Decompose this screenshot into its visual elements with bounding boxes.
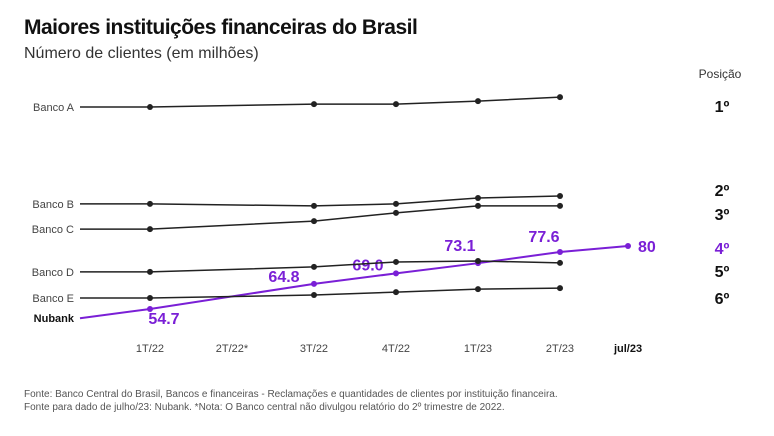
data-label: 73.1 [444, 238, 475, 255]
data-point [475, 202, 481, 209]
position-label: 4º [715, 241, 730, 258]
data-label: 54.7 [148, 311, 179, 328]
data-point [311, 101, 317, 108]
x-tick-label: 3T/22 [300, 343, 328, 355]
chart-subtitle: Número de clientes (em milhões) [24, 45, 259, 62]
data-point [557, 285, 563, 292]
position-label: 2º [715, 183, 730, 200]
x-tick-label: 2T/22* [216, 343, 249, 355]
data-point [393, 209, 399, 216]
series-line-banco-c [80, 205, 560, 230]
data-point [557, 248, 563, 255]
data-point [147, 268, 153, 275]
series-line-banco-e [80, 287, 561, 299]
data-point [311, 218, 317, 225]
chart-title: Maiores instituições financeiras do Bras… [24, 16, 418, 39]
data-point [557, 202, 563, 209]
data-point [557, 192, 563, 199]
footnote-note: Fonte para dado de julho/23: Nubank. *No… [24, 402, 505, 413]
data-label: 80 [638, 239, 656, 256]
data-point [311, 280, 317, 287]
position-label: 3º [715, 207, 730, 224]
data-point [147, 104, 153, 111]
data-point [475, 98, 481, 105]
data-point [311, 263, 317, 270]
position-label: 5º [715, 264, 730, 281]
data-point [311, 292, 317, 299]
series-label: Banco B [32, 199, 74, 211]
data-point [393, 200, 399, 207]
data-point [475, 257, 481, 264]
data-point [475, 194, 481, 201]
data-label: 69.0 [352, 257, 383, 274]
data-point [393, 101, 399, 108]
data-point [393, 289, 399, 296]
series-line-banco-a [80, 96, 561, 108]
series-label: Banco E [32, 293, 74, 305]
data-point [557, 259, 563, 266]
data-point [393, 258, 399, 265]
data-label: 64.8 [268, 269, 299, 286]
x-tick-label: 1T/22 [136, 343, 164, 355]
data-point [557, 94, 563, 101]
x-tick-label: 4T/22 [382, 343, 410, 355]
position-label: 1º [715, 99, 730, 116]
series-label: Banco A [33, 102, 75, 114]
data-point [147, 226, 153, 233]
series-label: Banco C [32, 224, 74, 236]
data-point [147, 306, 153, 312]
x-tick-label: 1T/23 [464, 343, 492, 355]
data-point [147, 200, 153, 207]
series-line-banco-d [80, 260, 561, 273]
position-header: Posição [699, 67, 742, 81]
position-label: 6º [715, 291, 730, 308]
footnote-source: Fonte: Banco Central do Brasil, Bancos e… [24, 389, 558, 400]
x-tick-label: jul/23 [613, 343, 642, 355]
series-line-banco-b [80, 195, 561, 207]
data-label: 77.6 [528, 229, 559, 246]
data-point [393, 270, 399, 277]
series-label: Nubank [34, 313, 75, 325]
series-label: Banco D [32, 267, 74, 279]
data-point [625, 243, 631, 250]
data-point [475, 286, 481, 293]
data-point [147, 295, 153, 302]
data-point [311, 202, 317, 209]
x-tick-label: 2T/23 [546, 343, 574, 355]
